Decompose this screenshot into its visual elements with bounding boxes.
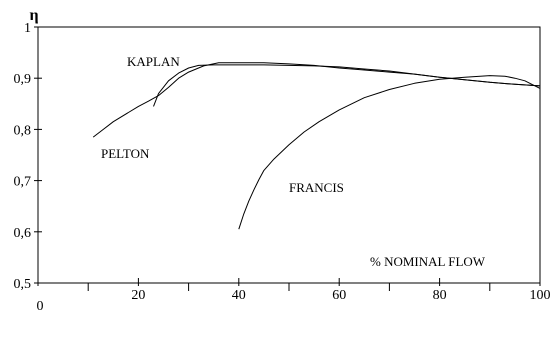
series-label-francis: FRANCIS bbox=[289, 180, 344, 195]
x-tick-label: 80 bbox=[433, 288, 447, 303]
series-label-pelton: PELTON bbox=[101, 146, 150, 161]
y-tick-label: 0,8 bbox=[14, 123, 32, 138]
x-axis-tick-labels: 0 20 40 60 80 100 bbox=[37, 288, 551, 314]
x-tick-label: 60 bbox=[332, 288, 346, 303]
x-tick-label: 0 bbox=[37, 299, 44, 314]
x-tick-label: 40 bbox=[232, 288, 246, 303]
series-label-kaplan: KAPLAN bbox=[127, 54, 180, 69]
x-tick-label: 100 bbox=[530, 288, 551, 303]
y-axis-label: η bbox=[29, 7, 38, 24]
y-tick-label: 0,7 bbox=[14, 175, 32, 190]
series-line-francis bbox=[238, 75, 541, 230]
series-line-kaplan bbox=[153, 64, 541, 107]
x-axis-label: % NOMINAL FLOW bbox=[370, 254, 486, 269]
series-lines bbox=[92, 62, 541, 230]
y-axis-ticks bbox=[34, 26, 42, 284]
y-tick-label: 0,9 bbox=[14, 72, 32, 87]
x-axis-ticks bbox=[37, 278, 541, 291]
y-axis-tick-labels: 0,5 0,6 0,7 0,8 0,9 1 bbox=[14, 21, 32, 292]
y-tick-label: 1 bbox=[24, 21, 31, 36]
y-tick-label: 0,5 bbox=[14, 277, 32, 292]
x-tick-label: 20 bbox=[131, 288, 145, 303]
y-tick-label: 0,6 bbox=[14, 226, 32, 241]
series-line-pelton bbox=[92, 62, 541, 138]
